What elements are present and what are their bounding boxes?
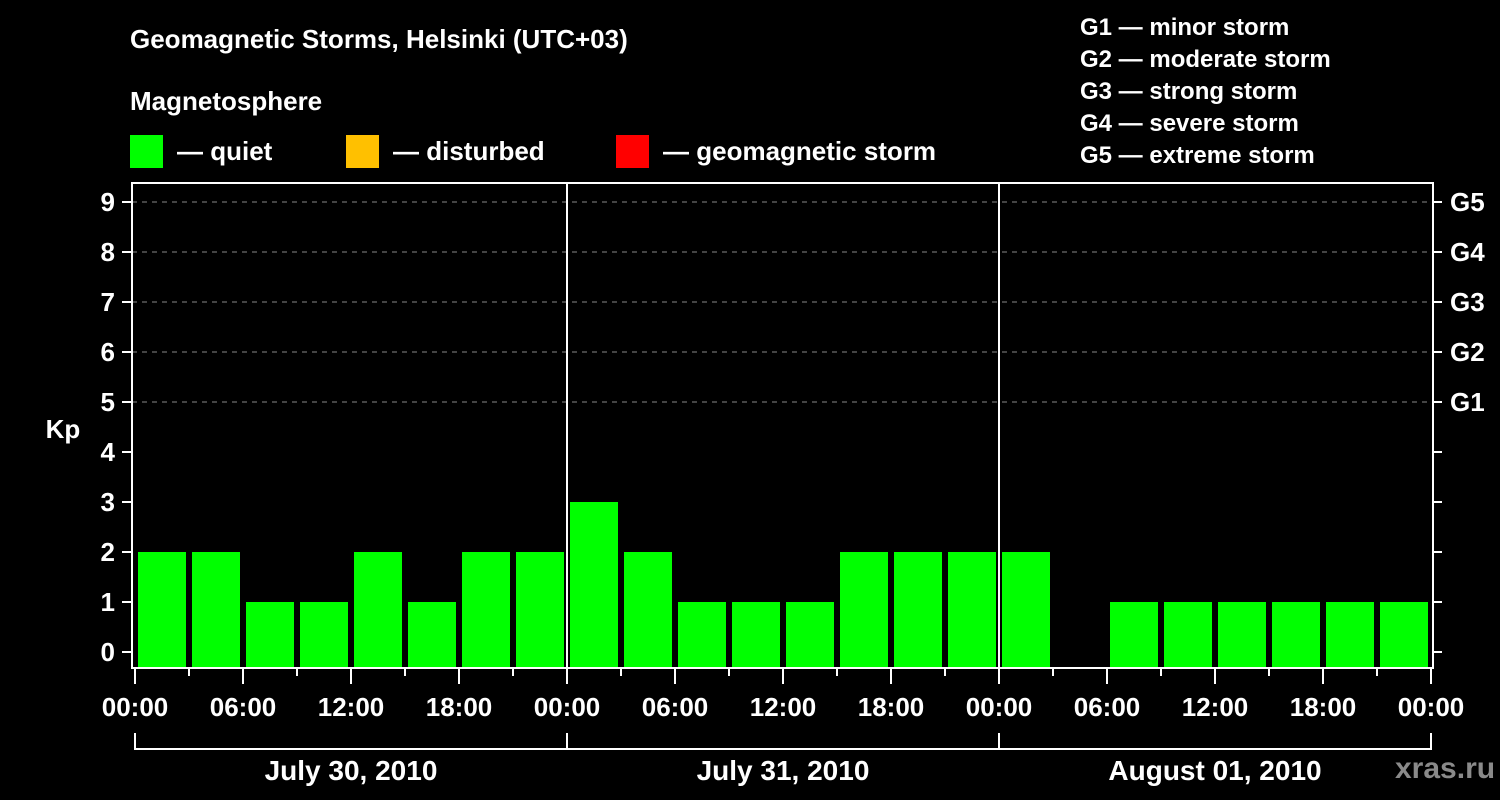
g-scale-label: G2: [1450, 337, 1485, 367]
plot-frame: [131, 182, 1434, 669]
kp-bar: [786, 602, 834, 668]
day-label: August 01, 2010: [1108, 755, 1321, 786]
axes: [122, 182, 1442, 684]
kp-bar: [1110, 602, 1158, 668]
y-tick-label: 7: [101, 287, 115, 317]
kp-bar: [678, 602, 726, 668]
g-scale-label: G1: [1450, 387, 1485, 417]
y-axis-labels: 0 1 2 3 4 5 6 7 8 9: [101, 187, 116, 667]
x-tick-label: 06:00: [210, 692, 277, 722]
g-scale-label: G4: [1450, 237, 1485, 267]
y-tick-label: 1: [101, 587, 115, 617]
y-tick-label: 9: [101, 187, 115, 217]
day-label: July 31, 2010: [697, 755, 870, 786]
y-tick-label: 3: [101, 487, 115, 517]
legend-label-quiet: — quiet: [177, 135, 273, 166]
legend-label-disturbed: — disturbed: [393, 135, 545, 166]
x-tick-label: 00:00: [966, 692, 1033, 722]
kp-bar: [570, 502, 618, 668]
watermark: xras.ru: [1395, 752, 1496, 785]
x-tick-label: 06:00: [642, 692, 709, 722]
x-tick-label: 12:00: [750, 692, 817, 722]
storm-scale-legend: G1 — minor storm G2 — moderate storm G3 …: [1080, 12, 1331, 172]
legend-item-quiet: — quiet: [130, 134, 272, 168]
kp-bar: [1272, 602, 1320, 668]
y-tick-label: 4: [101, 437, 116, 467]
kp-bar: [840, 552, 888, 668]
kp-bar: [948, 552, 996, 668]
x-tick-label: 12:00: [1182, 692, 1249, 722]
storm-scale-g2: G2 — moderate storm: [1080, 46, 1331, 73]
kp-bar: [516, 552, 564, 668]
chart-title: Geomagnetic Storms, Helsinki (UTC+03): [130, 24, 628, 54]
legend-item-disturbed: — disturbed: [346, 134, 545, 168]
x-tick-label: 00:00: [534, 692, 601, 722]
kp-bar: [1326, 602, 1374, 668]
kp-bar: [1380, 602, 1428, 668]
storm-scale-g5: G5 — extreme storm: [1080, 142, 1315, 169]
y-tick-label: 8: [101, 237, 115, 267]
kp-bar: [894, 552, 942, 668]
y-tick-label: 6: [101, 337, 115, 367]
bars: [138, 502, 1428, 668]
x-tick-label: 18:00: [858, 692, 925, 722]
legend-label-storm: — geomagnetic storm: [663, 135, 937, 166]
right-axis-labels: G1 G2 G3 G4 G5: [1450, 187, 1485, 417]
grid-lines: [132, 201, 1433, 403]
kp-bar: [354, 552, 402, 668]
x-tick-label: 18:00: [426, 692, 493, 722]
legend-item-storm: — geomagnetic storm: [616, 134, 936, 168]
y-tick-label: 2: [101, 537, 115, 567]
kp-bar: [462, 552, 510, 668]
y-axis-title: Kp: [46, 414, 81, 444]
kp-bar: [138, 552, 186, 668]
day-label: July 30, 2010: [265, 755, 438, 786]
x-tick-label: 18:00: [1290, 692, 1357, 722]
x-tick-label: 12:00: [318, 692, 385, 722]
storm-scale-g1: G1 — minor storm: [1080, 14, 1290, 41]
x-axis-labels: 00:00 06:00 12:00 18:00 00:00 06:00 12:00 18:00…: [102, 692, 1465, 722]
kp-bar: [408, 602, 456, 668]
legend-swatch-quiet: [130, 134, 163, 168]
chart-subtitle: Magnetosphere: [130, 86, 323, 116]
x-tick-label: 00:00: [102, 692, 169, 722]
kp-bar: [1218, 602, 1266, 668]
legend-swatch-disturbed: [346, 134, 379, 168]
kp-bar: [1002, 552, 1050, 668]
g-scale-label: G3: [1450, 287, 1485, 317]
y-tick-label: 5: [101, 387, 115, 417]
kp-bar: [624, 552, 672, 668]
y-tick-label: 0: [101, 637, 115, 667]
x-tick-label: 00:00: [1398, 692, 1465, 722]
g-scale-label: G5: [1450, 187, 1485, 217]
legend-swatch-storm: [616, 134, 649, 168]
day-brackets: July 30, 2010 July 31, 2010 August 01, 201…: [134, 733, 1432, 786]
storm-scale-g4: G4 — severe storm: [1080, 110, 1299, 137]
kp-bar: [732, 602, 780, 668]
kp-bar: [300, 602, 348, 668]
kp-bar: [246, 602, 294, 668]
x-tick-label: 06:00: [1074, 692, 1141, 722]
kp-bar: [192, 552, 240, 668]
storm-scale-g3: G3 — strong storm: [1080, 78, 1298, 105]
kp-bar: [1164, 602, 1212, 668]
